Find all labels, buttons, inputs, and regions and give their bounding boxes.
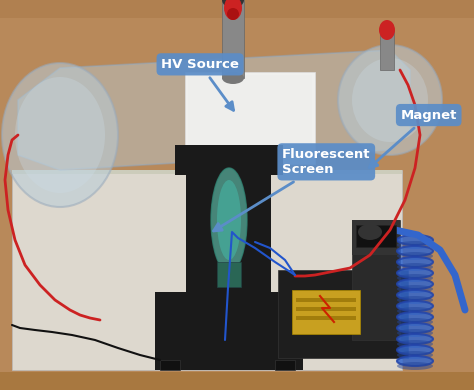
Ellipse shape — [397, 340, 433, 348]
Text: Fluorescent
Screen: Fluorescent Screen — [214, 148, 371, 231]
Ellipse shape — [397, 362, 433, 370]
Ellipse shape — [397, 323, 433, 333]
Ellipse shape — [338, 45, 442, 155]
Text: Magnet: Magnet — [369, 108, 457, 168]
Ellipse shape — [397, 235, 433, 245]
Ellipse shape — [397, 268, 433, 278]
Bar — [12, 170, 402, 370]
Ellipse shape — [397, 285, 433, 293]
Ellipse shape — [397, 252, 433, 260]
Text: HV Source: HV Source — [161, 58, 239, 110]
Polygon shape — [18, 50, 410, 170]
Bar — [296, 307, 356, 311]
Ellipse shape — [227, 8, 239, 20]
Ellipse shape — [397, 263, 433, 271]
Ellipse shape — [397, 296, 433, 304]
Bar — [0, 0, 474, 18]
Bar — [278, 270, 408, 358]
Bar — [185, 72, 315, 164]
Bar — [356, 225, 396, 247]
Bar — [292, 290, 360, 334]
Bar — [155, 292, 303, 370]
Ellipse shape — [397, 312, 433, 322]
Ellipse shape — [397, 318, 433, 326]
Bar — [275, 360, 295, 370]
Bar — [380, 30, 394, 70]
Ellipse shape — [397, 334, 433, 344]
Bar — [352, 220, 400, 340]
Ellipse shape — [224, 0, 242, 20]
Bar — [296, 316, 356, 320]
Ellipse shape — [397, 241, 433, 249]
Ellipse shape — [397, 329, 433, 337]
Ellipse shape — [222, 0, 244, 8]
Bar — [352, 220, 400, 255]
Ellipse shape — [15, 77, 105, 193]
Bar — [188, 75, 312, 161]
Ellipse shape — [397, 290, 433, 300]
Ellipse shape — [211, 168, 247, 272]
Ellipse shape — [397, 246, 433, 256]
Ellipse shape — [2, 63, 118, 207]
Ellipse shape — [397, 279, 433, 289]
Bar — [222, 0, 244, 78]
Ellipse shape — [397, 351, 433, 359]
Ellipse shape — [397, 301, 433, 311]
Bar — [175, 145, 283, 175]
Ellipse shape — [397, 345, 433, 355]
Bar — [186, 145, 271, 370]
Bar — [12, 170, 402, 174]
Bar — [0, 372, 474, 390]
Ellipse shape — [397, 257, 433, 267]
Ellipse shape — [352, 58, 428, 142]
Bar — [296, 298, 356, 302]
Bar — [217, 262, 241, 287]
Ellipse shape — [222, 72, 244, 84]
Ellipse shape — [217, 180, 241, 260]
Ellipse shape — [358, 224, 382, 240]
Ellipse shape — [397, 274, 433, 282]
Ellipse shape — [397, 356, 433, 366]
Bar — [160, 360, 180, 370]
Ellipse shape — [379, 20, 395, 40]
Ellipse shape — [397, 307, 433, 315]
